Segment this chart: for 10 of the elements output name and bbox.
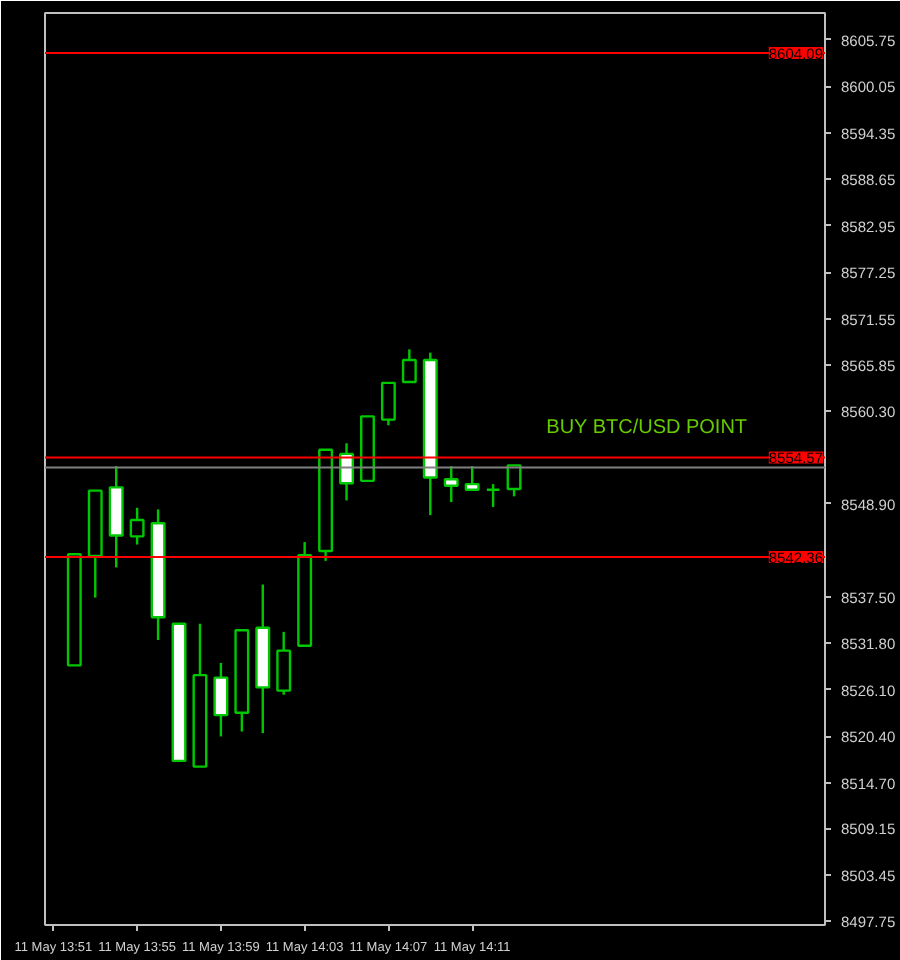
- candlestick: [380, 381, 396, 427]
- candlestick: [401, 348, 417, 384]
- candlestick: [464, 464, 480, 492]
- annotation: BUY BTC/USD POINT: [546, 416, 748, 439]
- candlestick: [443, 464, 459, 504]
- candlestick: [276, 630, 292, 696]
- candlestick: [213, 661, 229, 738]
- candlestick: [129, 506, 145, 546]
- candlestick: [506, 464, 522, 498]
- candlestick: [485, 482, 501, 509]
